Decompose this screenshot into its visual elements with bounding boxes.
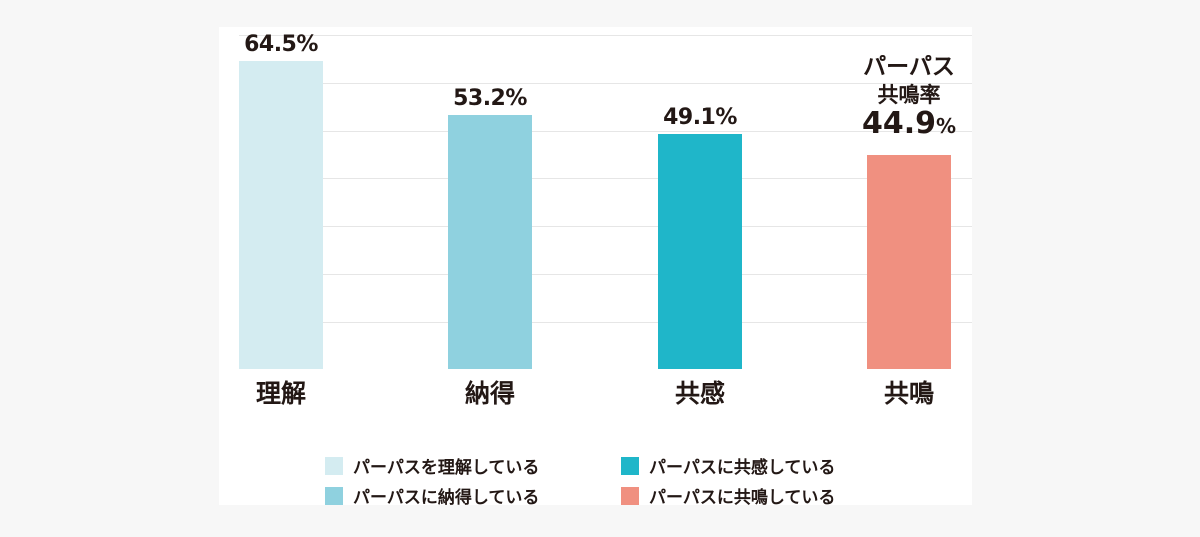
legend-item-understanding: パーパスを理解している <box>325 453 539 478</box>
legend-label: パーパスに共感している <box>649 458 836 478</box>
legend-label: パーパスを理解している <box>353 458 540 478</box>
bar-empathy <box>658 134 742 369</box>
gridline-60 <box>239 83 972 84</box>
annotation-line2: 共鳴率 <box>877 83 941 107</box>
annotation-number: 44.9 <box>861 106 936 141</box>
legend-item-empathy: パーパスに共感している <box>621 453 835 478</box>
gridline-10 <box>239 322 972 323</box>
legend-item-resonance: パーパスに共鳴している <box>621 483 835 508</box>
legend-label: パーパスに共鳴している <box>649 488 836 508</box>
legend-swatch-icon <box>621 456 639 475</box>
value-label-understanding: 64.5% <box>244 32 318 57</box>
category-label-resonance: 共鳴 <box>883 379 934 408</box>
bar-resonance <box>867 155 951 369</box>
gridline-70 <box>239 35 972 36</box>
value-label-acceptance: 53.2% <box>453 86 527 111</box>
legend-item-acceptance: パーパスに納得している <box>325 483 539 508</box>
value-label-empathy: 49.1% <box>663 105 737 130</box>
category-label-empathy: 共感 <box>674 379 725 408</box>
category-label-acceptance: 納得 <box>464 379 515 408</box>
bar-acceptance <box>448 115 532 369</box>
annotation-value: 44.9% <box>840 108 978 142</box>
gridline-30 <box>239 226 972 227</box>
annotation-unit: % <box>935 114 957 138</box>
chart-panel <box>219 27 972 505</box>
bar-understanding <box>239 61 323 369</box>
gridline-20 <box>239 274 972 275</box>
legend-swatch-icon <box>621 486 639 505</box>
resonance-annotation: パーパス 共鳴率 44.9% <box>840 52 978 142</box>
gridline-40 <box>239 178 972 179</box>
annotation-line1: パーパス <box>863 54 955 80</box>
legend-swatch-icon <box>325 486 343 505</box>
category-label-understanding: 理解 <box>255 379 306 408</box>
gridline-50 <box>239 131 972 132</box>
legend-swatch-icon <box>325 456 343 475</box>
legend-label: パーパスに納得している <box>353 488 540 508</box>
